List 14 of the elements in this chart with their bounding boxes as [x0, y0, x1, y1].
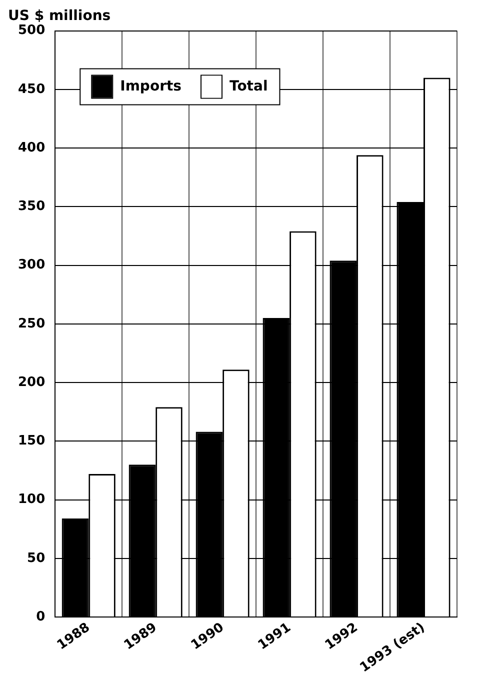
- y-axis-title: US $ millions: [8, 8, 111, 24]
- legend-label: Imports: [120, 78, 182, 94]
- y-tick-label: 100: [18, 492, 46, 508]
- y-tick-label: 500: [18, 23, 46, 38]
- y-tick-label: 450: [18, 82, 46, 97]
- y-tick-label: 400: [18, 140, 46, 156]
- y-tick-label: 150: [18, 434, 46, 449]
- y-tick-label: 50: [27, 550, 46, 566]
- y-tick-label: 250: [18, 316, 46, 332]
- y-tick-label: 300: [18, 258, 46, 273]
- y-tick-label: 0: [36, 609, 46, 624]
- y-tick-label: 350: [18, 199, 46, 214]
- legend-label: Total: [230, 78, 268, 94]
- y-tick-label: 200: [18, 374, 46, 390]
